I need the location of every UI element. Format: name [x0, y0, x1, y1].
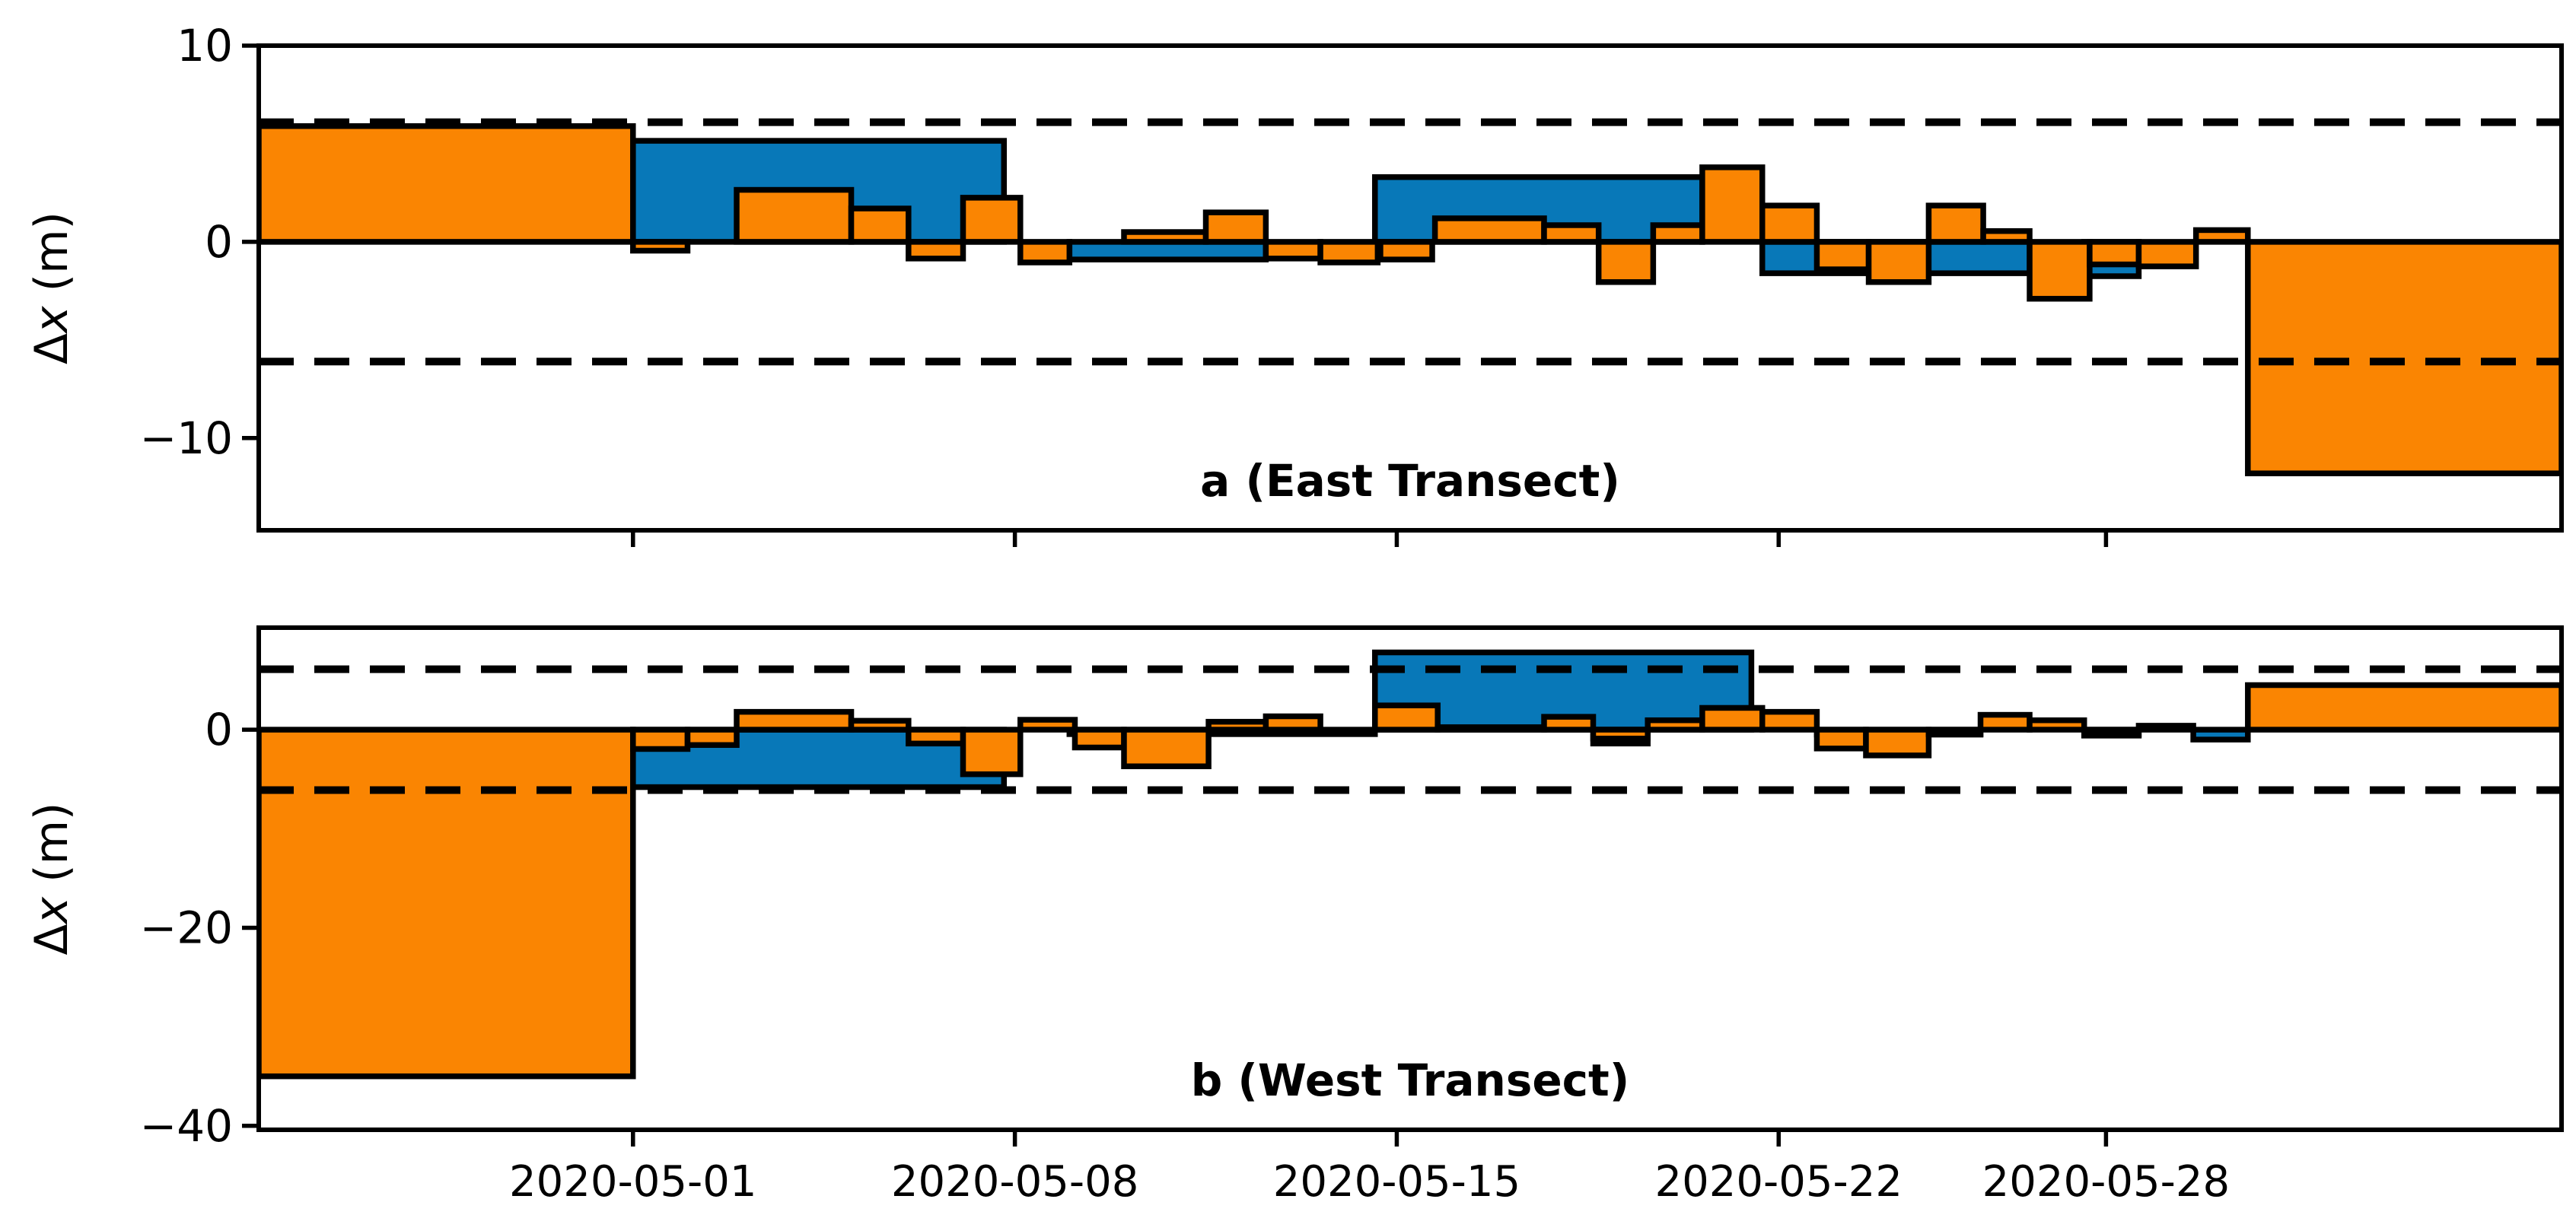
orange-bar	[1759, 708, 1820, 733]
orange-bar	[1863, 727, 1932, 759]
orange-bar	[906, 239, 966, 262]
orange-bar	[1434, 724, 1547, 733]
orange-bar-series	[259, 122, 2562, 476]
orange-bar	[1590, 727, 1651, 742]
orange-bar	[2135, 723, 2196, 733]
x-tick-label: 2020-05-15	[1273, 1157, 1520, 1207]
blue-bar	[2190, 727, 2251, 743]
orange-bar	[848, 717, 912, 733]
orange-bar	[1813, 239, 1872, 272]
y-tick-label: −40	[140, 1100, 233, 1152]
orange-bar	[1977, 711, 2033, 733]
x-tick-label: 2020-05-01	[509, 1157, 756, 1207]
orange-bar	[1699, 164, 1766, 245]
orange-bar	[1377, 239, 1435, 262]
orange-bar	[1431, 215, 1547, 245]
orange-bar	[1372, 702, 1441, 733]
orange-bar	[2087, 239, 2142, 268]
orange-bar	[2135, 239, 2199, 269]
orange-bar	[259, 727, 636, 1080]
orange-bar	[1813, 727, 1869, 752]
orange-bar	[1121, 727, 1212, 769]
bars-group	[259, 122, 2562, 476]
orange-bar	[259, 122, 636, 245]
orange-bar	[2027, 717, 2087, 733]
y-axis-label: Δx (m)	[25, 803, 78, 956]
orange-bar	[2245, 682, 2562, 733]
y-tick-label: −10	[140, 412, 233, 464]
orange-bar	[1541, 714, 1597, 733]
y-tick-label: 0	[205, 216, 233, 268]
axes-spines	[256, 625, 2564, 1132]
y-axis-label: Δx (m)	[25, 212, 78, 364]
orange-bar	[1699, 705, 1766, 733]
orange-bar	[1645, 717, 1705, 733]
orange-bar	[1759, 202, 1820, 245]
orange-bar	[1017, 717, 1078, 733]
orange-bar	[1865, 239, 1932, 285]
orange-bar	[1541, 222, 1602, 245]
orange-bar	[2027, 239, 2093, 302]
orange-bar	[1925, 727, 1984, 737]
x-tick-label: 2020-05-22	[1655, 1157, 1903, 1207]
orange-bar	[1650, 222, 1705, 245]
orange-bar	[1980, 227, 2033, 245]
orange-bar	[734, 708, 855, 733]
orange-bar	[1205, 718, 1269, 733]
orange-bar	[734, 186, 855, 245]
orange-bar	[630, 239, 691, 254]
y-tick-label: −20	[140, 902, 233, 953]
y-tick-label: 10	[177, 20, 233, 72]
axes-spines	[256, 43, 2564, 533]
orange-bar	[906, 727, 966, 747]
x-tick-label: 2020-05-28	[1982, 1157, 2230, 1207]
orange-bar	[684, 727, 740, 749]
panel-title: a (East Transect)	[1200, 455, 1620, 507]
panel-b: 0 −20 −40 b (West Transect) Δx (m)	[25, 625, 2564, 1152]
orange-bar	[630, 727, 691, 752]
orange-bar	[1263, 713, 1323, 733]
y-tick-label: 0	[205, 704, 233, 755]
orange-bar	[1017, 239, 1073, 266]
orange-bar	[1317, 239, 1381, 266]
panel-title: b (West Transect)	[1191, 1054, 1630, 1106]
orange-bar	[2245, 239, 2562, 476]
x-tick-label: 2020-05-08	[891, 1157, 1138, 1207]
orange-bar	[960, 727, 1024, 778]
orange-bar	[2192, 227, 2251, 245]
orange-bar	[1121, 229, 1209, 245]
orange-bar	[1071, 727, 1127, 751]
orange-bar	[1202, 209, 1269, 245]
orange-bar	[848, 205, 912, 245]
orange-bar	[960, 195, 1024, 245]
orange-bar	[1595, 239, 1657, 285]
panel-a: 10 0 −10 a (East Transect) Δx (m)	[25, 20, 2564, 547]
orange-bar	[1925, 202, 1986, 245]
orange-bar	[2081, 727, 2142, 738]
orange-bar	[1263, 239, 1323, 262]
